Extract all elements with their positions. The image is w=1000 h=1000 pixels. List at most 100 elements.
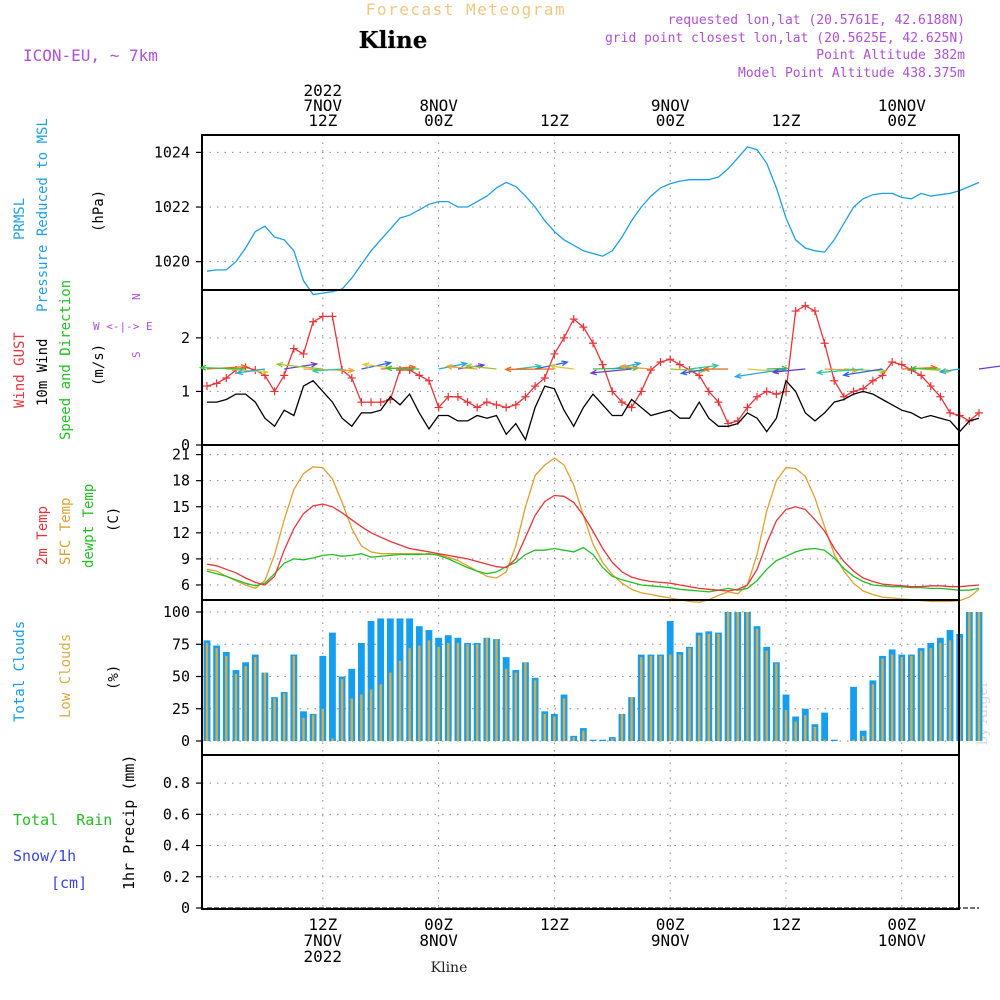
gust-marker [646, 366, 655, 374]
wind-arrow [226, 368, 268, 373]
low-cloud-bar [254, 657, 257, 741]
gust-marker [762, 387, 771, 396]
wind-labels: Wind GUST 10m Wind Speed and Direction (… [12, 280, 153, 440]
low-cloud-bar [263, 672, 267, 741]
bottom-time-label-0-2: 2022 [304, 947, 343, 966]
wind-arrow-head [384, 360, 393, 367]
gust-marker [367, 398, 376, 407]
footer-place: Kline [431, 960, 468, 976]
sfc-temp-line [206, 457, 980, 603]
low-cloud-bar [910, 655, 913, 741]
gust-marker [743, 403, 752, 412]
compass-n: N [130, 293, 143, 300]
gust-marker [868, 376, 877, 385]
low-cloud-bar [553, 716, 556, 741]
pressure-panel: 1020 1022 1024 [154, 134, 980, 296]
gust-marker [946, 408, 955, 417]
wind-arrow [386, 367, 420, 370]
dewpt-temp-line [206, 546, 980, 593]
gust-marker [347, 374, 356, 383]
total-cloud-bar [358, 642, 365, 741]
low-cloud-bar [707, 633, 710, 741]
gust-marker [531, 382, 540, 391]
top-time-label-3-1: 00Z [656, 111, 685, 130]
low-cloud-bar [437, 646, 440, 741]
gust-marker [617, 398, 626, 407]
gust-marker [376, 398, 385, 407]
low-cloud-bar [244, 666, 247, 741]
wind-arrow-head [561, 360, 569, 367]
gust-marker [801, 301, 810, 310]
cloud-ytick-label: 50 [172, 668, 190, 686]
low-cloud-bar [939, 642, 942, 741]
low-cloud-bar [630, 697, 633, 741]
low-cloud-bar [283, 693, 286, 741]
low-cloud-bar [775, 663, 778, 741]
gust-marker [502, 403, 511, 412]
low-cloud-bar [784, 710, 788, 741]
low-cloud-bar [311, 715, 315, 741]
wind10-label: 10m Wind [35, 339, 51, 406]
total-cloud-bar [599, 739, 607, 741]
low-cloud-bar [919, 650, 923, 741]
pressure-labels: PRMSL Pressure Reduced to MSL (hPa) [12, 118, 107, 312]
low-cloud-bar [813, 726, 817, 741]
gust-marker [820, 339, 829, 348]
low-cloud-bar [447, 642, 450, 741]
pressure-grid [202, 135, 959, 290]
low-cloud-bar [794, 721, 797, 741]
low-cloud-bar [360, 694, 363, 741]
low-cloud-bar [389, 672, 392, 741]
temp-frame [201, 444, 960, 601]
bottom-time-label-5-1: 10NOV [878, 931, 927, 950]
low-cloud-bar [273, 698, 276, 741]
low-cloud-bar [755, 628, 759, 741]
wind-arrow [689, 364, 718, 370]
chart-subtitle: Forecast Meteogram [366, 0, 566, 19]
speed-dir-label: Speed and Direction [58, 280, 74, 440]
precip-panel: 0 0.2 0.4 0.6 0.8 [163, 754, 979, 917]
prmsl-label: PRMSL [12, 198, 28, 240]
gust-marker [463, 398, 472, 407]
bottom-time-label-1-0: 00Z [424, 915, 453, 934]
low-cloud-bar [379, 684, 382, 741]
wind-ytick-label: 0 [181, 436, 190, 454]
wind-arrow-head [815, 369, 824, 376]
wind-arrow [446, 365, 478, 370]
gust-marker [936, 392, 945, 401]
gust-marker [222, 374, 231, 383]
wind-arrow [843, 368, 883, 376]
temp-ytick-label: 9 [181, 550, 190, 568]
low-cloud-bar [562, 698, 566, 741]
low-cloud-bar [688, 648, 691, 741]
precip-ylabel: 1hr Precip (mm) [120, 755, 138, 890]
low-cloud-bar [823, 739, 826, 741]
wind-arrow-head [711, 363, 720, 370]
wind-arrow [612, 362, 641, 370]
precip-grid [202, 755, 959, 909]
pressure-frame [201, 134, 960, 291]
prmsl-desc-label: Pressure Reduced to MSL [35, 118, 51, 312]
low-cloud-bar [234, 673, 238, 741]
sfc-label: SFC Temp [58, 498, 74, 565]
gust-marker [289, 344, 298, 353]
wind-arrow [620, 365, 651, 370]
wind-arrow-head [781, 365, 790, 372]
low-cloud-bar [215, 648, 218, 741]
wind-arrow-head [348, 367, 356, 374]
rain-label: Total Rain [13, 811, 112, 829]
low-cloud-bar [340, 679, 344, 741]
low-cloud-bar [514, 672, 517, 741]
wind-arrow-head [310, 361, 319, 368]
low-cloud-bar [968, 612, 971, 741]
low-cloud-bar [852, 739, 855, 741]
gust-marker [482, 398, 491, 407]
low-cloud-bar [456, 642, 460, 741]
gust-marker [589, 339, 597, 348]
wind-arrow [277, 363, 323, 370]
low-cloud-bar [640, 657, 643, 741]
total-cloud-bar [377, 618, 385, 741]
top-time-label-1-1: 00Z [424, 111, 453, 130]
low-cloud-bar [948, 640, 952, 741]
